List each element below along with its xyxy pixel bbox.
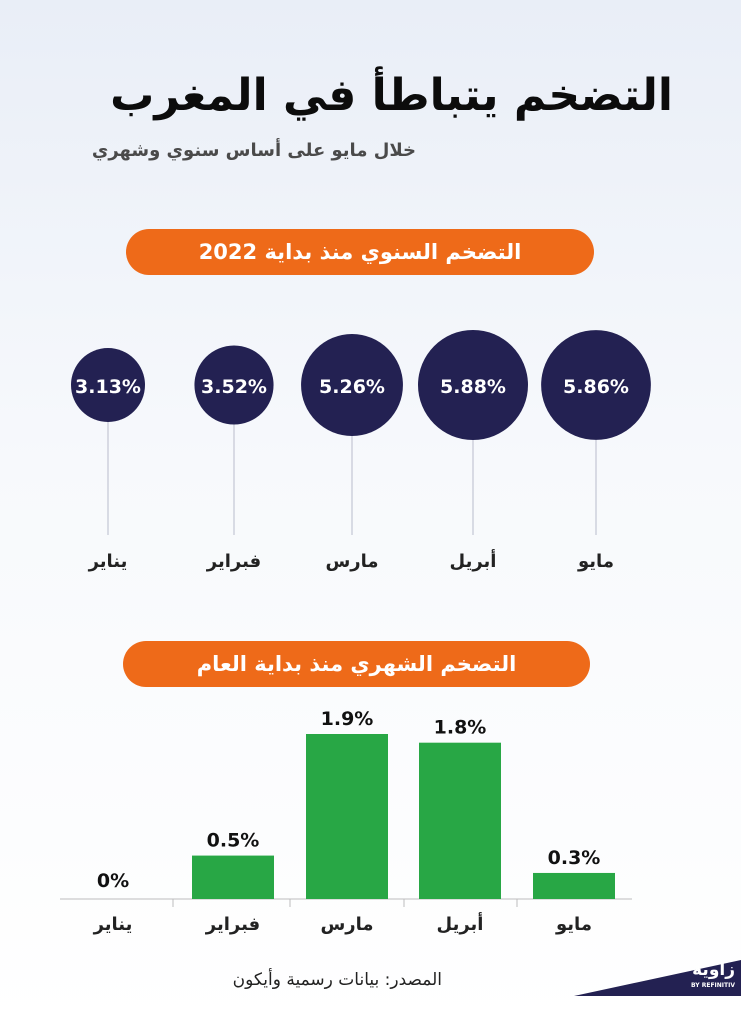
zawya-logo: زاوية BY REFINITIV [574, 958, 741, 998]
bar [419, 742, 501, 899]
bubble-month-label: فبراير [206, 551, 261, 572]
bar-value-label: 1.9% [321, 708, 374, 730]
bar-month-label: يناير [93, 914, 133, 935]
bubble [194, 345, 274, 425]
bubble-month-label: مايو [577, 551, 614, 572]
bubble-month-label: مارس [325, 551, 378, 572]
bubble-value-label: 5.88% [440, 376, 506, 398]
bubble-month-label: يناير [88, 551, 128, 572]
bar [306, 734, 388, 899]
bubble-value-label: 3.52% [201, 376, 267, 398]
bar-month-label: فبراير [205, 914, 260, 935]
bubble-value-label: 5.26% [319, 376, 385, 398]
bar-value-label: 1.8% [434, 717, 487, 739]
bar-month-label: مايو [555, 914, 592, 935]
bubble [541, 330, 651, 440]
bar-month-label: مارس [320, 914, 373, 935]
logo-text: زاوية [692, 960, 735, 980]
source-note: المصدر: بيانات رسمية وأيكون [232, 970, 442, 990]
bubble [71, 348, 145, 422]
bar [533, 872, 615, 899]
annual-section-title: التضخم السنوي منذ بداية 2022 [126, 229, 594, 275]
bar-month-label: أبريل [437, 912, 484, 935]
bubble [418, 330, 528, 440]
page-subtitle: خلال مايو على أساس سنوي وشهري [91, 140, 416, 161]
bubble-value-label: 5.86% [563, 376, 629, 398]
bubble-month-label: أبريل [450, 549, 497, 572]
monthly-section-title: التضخم الشهري منذ بداية العام [123, 641, 590, 687]
bar-value-label: 0% [97, 870, 129, 892]
bar [192, 855, 274, 899]
logo-subtext: BY REFINITIV [691, 982, 735, 989]
bubble-value-label: 3.13% [75, 376, 141, 398]
bar-value-label: 0.5% [207, 830, 260, 852]
bar-value-label: 0.3% [548, 847, 601, 869]
page-title: التضخم يتباطأ في المغرب [110, 70, 673, 121]
bubble [301, 334, 403, 436]
logo-shape [574, 960, 741, 996]
